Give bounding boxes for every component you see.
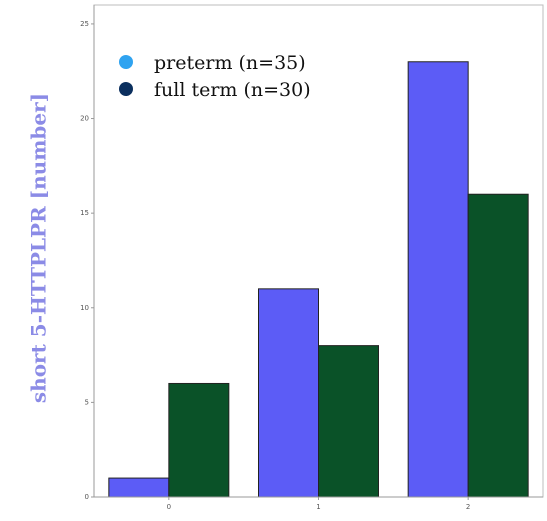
legend-swatch-preterm xyxy=(119,55,133,69)
x-tick-label: 2 xyxy=(466,503,470,511)
bar-full-term-0 xyxy=(168,382,230,498)
bar-preterm-2 xyxy=(407,61,469,498)
y-tick-label: 0 xyxy=(85,493,89,501)
legend: preterm (n=35) full term (n=30) xyxy=(119,52,311,101)
x-ticks-group: 0 1 2 xyxy=(167,497,470,511)
legend-label-full-term: full term (n=30) xyxy=(154,79,311,101)
legend-label-preterm: preterm (n=35) xyxy=(154,52,306,74)
y-tick-label: 20 xyxy=(80,115,89,123)
x-tick-label: 1 xyxy=(316,503,320,511)
bar-preterm-1 xyxy=(258,288,319,498)
x-tick-label: 0 xyxy=(167,503,171,511)
bar-full-term-2 xyxy=(467,193,529,498)
y-tick-label: 10 xyxy=(80,304,89,312)
bar-preterm-0 xyxy=(108,477,170,498)
y-tick-label: 25 xyxy=(80,20,89,28)
y-ticks-group: 0 5 10 15 20 25 xyxy=(80,20,94,501)
y-axis-label: short 5-HTTPLPR [number] xyxy=(27,93,51,403)
bar-full-term-1 xyxy=(318,345,379,498)
y-tick-label: 15 xyxy=(80,209,89,217)
legend-swatch-full-term xyxy=(119,82,133,96)
bars-group xyxy=(108,61,529,498)
y-tick-label: 5 xyxy=(85,398,89,406)
